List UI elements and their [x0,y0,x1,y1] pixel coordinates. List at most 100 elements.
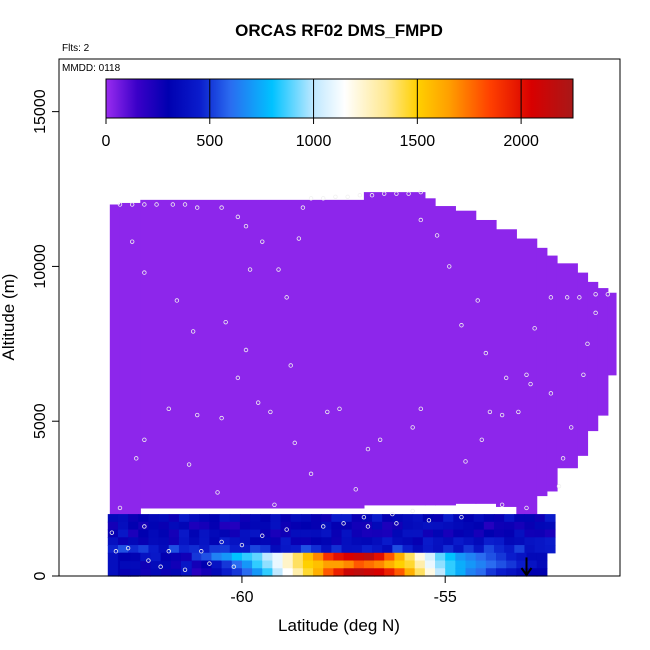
colorbar-tick-label: 2000 [503,133,539,150]
heatmap-cell [506,560,517,569]
sample-points [109,189,611,573]
heatmap-cell [280,537,292,546]
heatmap-cell [536,247,548,497]
sample-point [223,319,228,325]
heatmap-cell [239,521,251,531]
heatmap-cell [333,560,345,569]
heatmap-cell [402,514,414,523]
heatmap-cell [270,537,282,546]
heatmap-cell [300,529,312,538]
sample-point [166,549,171,554]
heatmap-cell [323,552,335,562]
heatmap-cell [260,514,271,523]
heatmap-cell [168,537,180,546]
heatmap-cell [140,560,152,569]
heatmap-cell [455,552,467,562]
sample-point [341,521,346,526]
heatmap-cell [180,560,192,569]
sample-point [605,292,611,297]
heatmap-cell [473,537,485,546]
heatmap-cell [534,537,546,546]
sample-point [243,347,249,353]
heatmap-cell [117,514,129,523]
heatmap-cell [189,537,200,546]
heatmap-cell [363,192,426,506]
heatmap-cell [534,529,546,538]
heatmap-cell [231,560,243,569]
heatmap-cell [343,552,355,562]
sample-point [361,514,367,520]
heatmap-cell [148,529,160,538]
heatmap-cell [239,529,251,538]
end-marker-arrowhead [520,567,533,577]
heatmap-cell [117,529,129,538]
heatmap-cell [475,219,497,504]
sample-point [577,295,582,300]
heatmap-cell [483,514,495,523]
heatmap-cell [493,514,505,523]
x-tick-label: -60 [230,589,253,606]
heatmap-cell [453,545,465,554]
heatmap-cell [323,568,335,577]
heatmap-cell [313,560,324,569]
heatmap-cell [422,537,434,546]
heatmap-cell [443,537,454,546]
sample-point [394,521,399,526]
sample-point [524,372,529,377]
heatmap-cell [351,529,363,538]
sample-point [154,202,159,207]
heatmap-cell [178,545,190,554]
heatmap-cell [130,568,141,577]
heatmap-cell [311,537,322,546]
heatmap-cell [351,537,363,546]
heatmap-cell [463,514,475,523]
heatmap-cell [363,552,375,562]
heatmap-cell [252,560,263,569]
heatmap-cell [119,552,131,562]
heatmap-cell [292,552,304,562]
sample-point [524,505,529,511]
heatmap-cell [392,514,404,523]
heatmap-cell [544,521,556,531]
heatmap-cell [483,545,495,554]
heatmap-cell [262,568,274,577]
colorbar-ticks: 0 500 1000 1500 2000 [102,79,539,150]
heatmap-cell [435,552,446,562]
heatmap-cell [250,514,261,523]
heatmap-cell [404,568,416,577]
heatmap-cell [211,552,223,562]
heatmap-cell [107,521,119,531]
heatmap-cell [402,545,414,554]
heatmap-cell [282,568,294,577]
heatmap-cell [382,514,393,523]
heatmap-cell [311,529,322,538]
heatmap-cell [158,529,170,538]
sample-point [231,564,237,569]
date-annotation: MMDD: 0118 [62,63,121,74]
heatmap-cell [219,529,231,538]
heatmap-cell [445,560,456,569]
heatmap-cell [546,255,558,492]
sample-point [125,545,131,551]
heatmap-cell [351,521,363,531]
sample-point [499,502,505,507]
sample-point [479,437,484,442]
heatmap-cell [424,552,436,562]
y-tick-label: 15000 [32,89,49,134]
sample-point [426,518,432,523]
heatmap-cell [239,514,251,523]
heatmap-cell [117,537,129,546]
heatmap-cell [544,537,556,546]
heatmap-cell [361,545,373,554]
sample-point [288,363,293,368]
heatmap-cell [372,529,383,538]
heatmap-cell [138,514,150,523]
heatmap-cell [516,568,528,577]
heatmap-cell [260,537,271,546]
heatmap-cell [178,514,190,523]
sample-point [333,194,338,199]
heatmap-cell [374,560,385,569]
heatmap-cell [475,568,487,577]
heatmap-cell [333,568,345,577]
heatmap-cell [372,545,383,554]
